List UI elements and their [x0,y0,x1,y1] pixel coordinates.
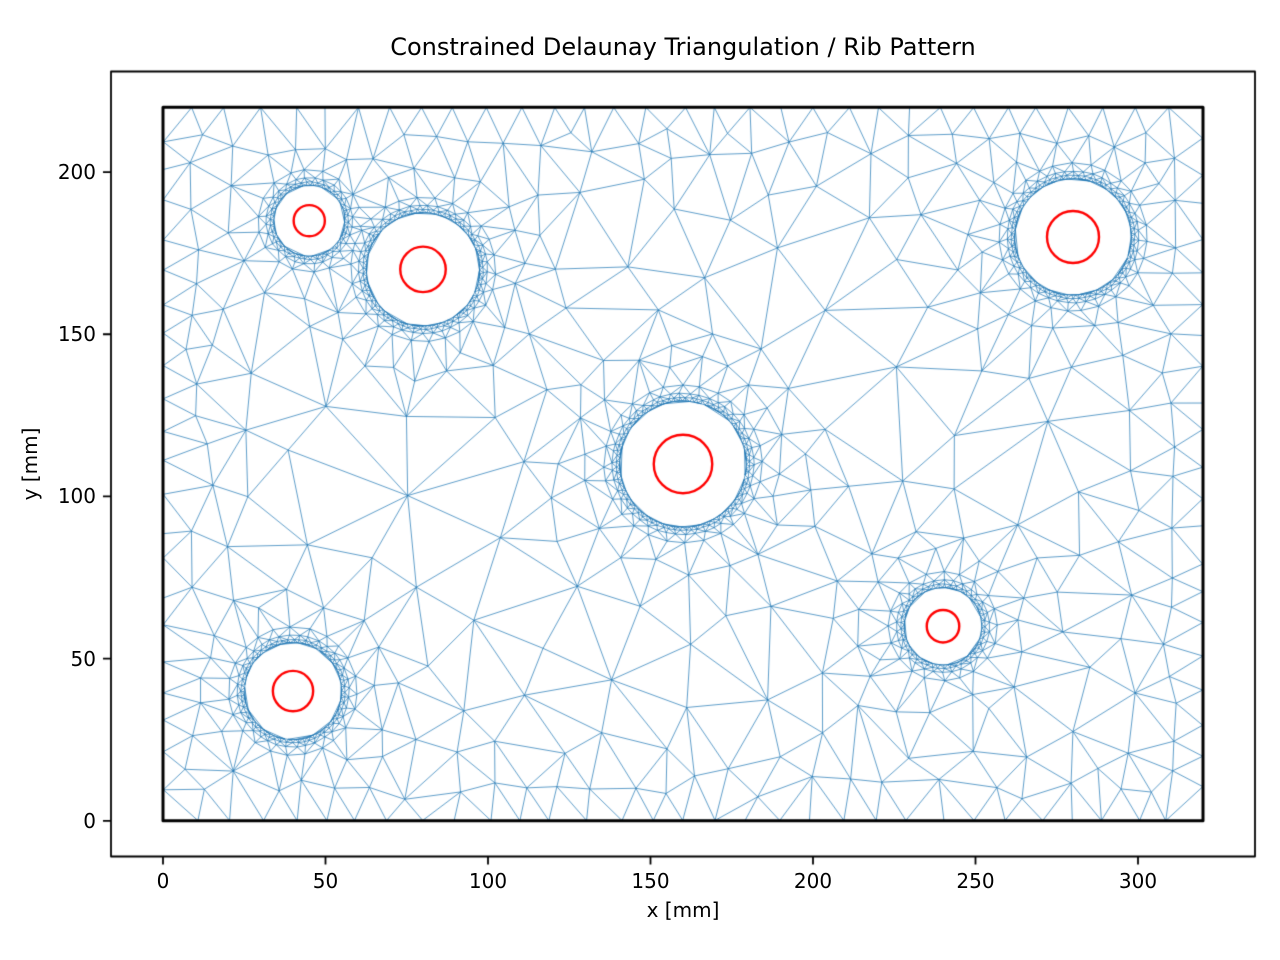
y-tick-label: 150 [57,322,96,347]
x-tick-label: 300 [1118,869,1158,893]
x-tick-label: 200 [793,869,833,893]
y-tick-label: 0 [83,808,96,833]
x-tick-label: 150 [631,869,670,893]
x-tick-label: 50 [312,869,339,893]
y-tick-label: 100 [57,484,96,509]
chart-title: Constrained Delaunay Triangulation / Rib… [390,33,976,61]
x-tick-label: 100 [468,869,508,893]
x-tick-label: 250 [956,869,995,893]
x-tick-label: 0 [156,869,170,893]
y-tick-label: 200 [57,160,96,185]
x-axis-label: x [mm] [646,898,720,922]
y-tick-label: 50 [70,646,96,671]
